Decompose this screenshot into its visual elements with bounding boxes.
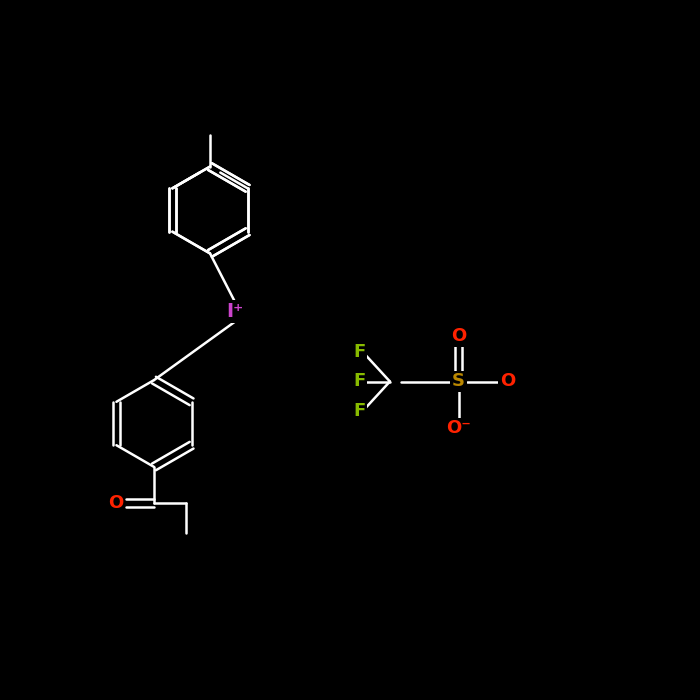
Text: O: O: [108, 494, 123, 512]
Text: O: O: [451, 327, 466, 345]
Text: O⁻: O⁻: [446, 419, 471, 438]
Text: F: F: [353, 372, 365, 391]
Text: S: S: [452, 372, 465, 391]
Text: F: F: [353, 343, 365, 361]
Text: F: F: [353, 402, 365, 420]
Text: I⁺: I⁺: [226, 302, 243, 321]
Text: O: O: [500, 372, 515, 391]
